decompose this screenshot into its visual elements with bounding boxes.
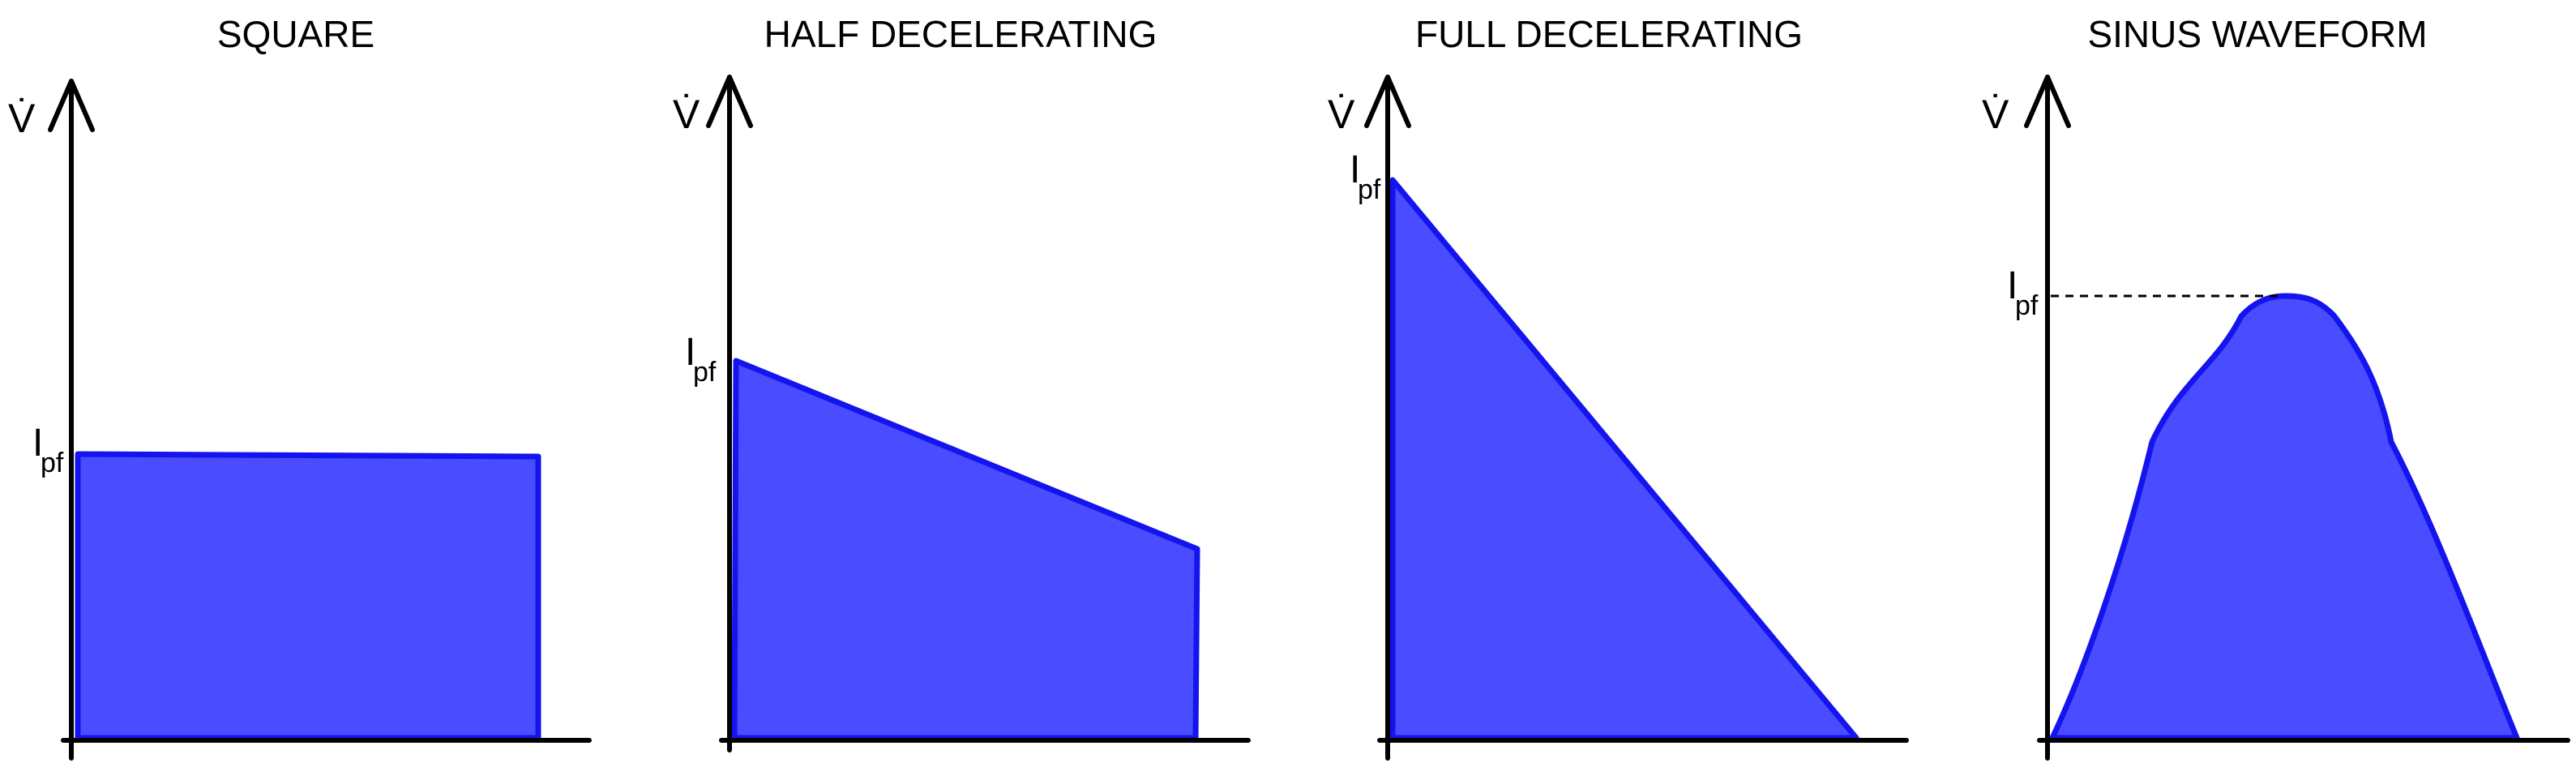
panel-half-decelerating: HALF DECELERATING V̇ I pf: [673, 13, 1251, 752]
y-axis-arrow-full-decelerating: [1364, 75, 1411, 128]
panel-full-decelerating: FULL DECELERATING V̇ I pf: [1328, 13, 1909, 761]
peak-label-main-sinus-waveform: I: [2007, 264, 2018, 307]
peak-label-sub-square: pf: [41, 448, 64, 478]
flow-area-sinus-waveform: [2049, 293, 2520, 741]
flow-area-full-decelerating: [1389, 177, 1859, 741]
flow-area-square: [75, 451, 541, 741]
panel-title-sinus-waveform: SINUS WAVEFORM: [2087, 13, 2427, 55]
panel-title-full-decelerating: FULL DECELERATING: [1415, 13, 1803, 55]
y-axis-arrow-half-decelerating: [706, 75, 753, 128]
peak-label-square: I pf: [32, 422, 64, 478]
peak-label-main-half-decelerating: I: [685, 331, 695, 374]
peak-label-sub-sinus-waveform: pf: [2015, 290, 2039, 321]
y-axis-label-half-decelerating: V̇: [673, 92, 700, 137]
y-axis-label-full-decelerating: V̇: [1328, 92, 1355, 137]
panel-title-half-decelerating: HALF DECELERATING: [764, 13, 1157, 55]
peak-label-sub-half-decelerating: pf: [693, 357, 717, 388]
flow-area-half-decelerating: [731, 358, 1200, 741]
peak-label-sub-full-decelerating: pf: [1358, 174, 1381, 205]
y-axis-arrow-sinus-waveform: [2024, 75, 2071, 128]
peak-label-full-decelerating: I pf: [1350, 148, 1381, 205]
peak-label-half-decelerating: I pf: [685, 331, 717, 388]
peak-label-sinus-waveform: I pf: [2007, 264, 2039, 321]
peak-label-main-full-decelerating: I: [1350, 148, 1360, 191]
panel-sinus-waveform: SINUS WAVEFORM V̇ I pf: [1982, 13, 2570, 761]
y-axis-arrow-square: [48, 79, 95, 132]
peak-label-main-square: I: [32, 422, 43, 465]
panel-square: SQUARE V̇ I pf: [8, 13, 592, 761]
panel-title-square: SQUARE: [217, 13, 374, 55]
y-axis-label-sinus-waveform: V̇: [1982, 92, 2009, 137]
y-axis-label-square: V̇: [8, 96, 36, 141]
